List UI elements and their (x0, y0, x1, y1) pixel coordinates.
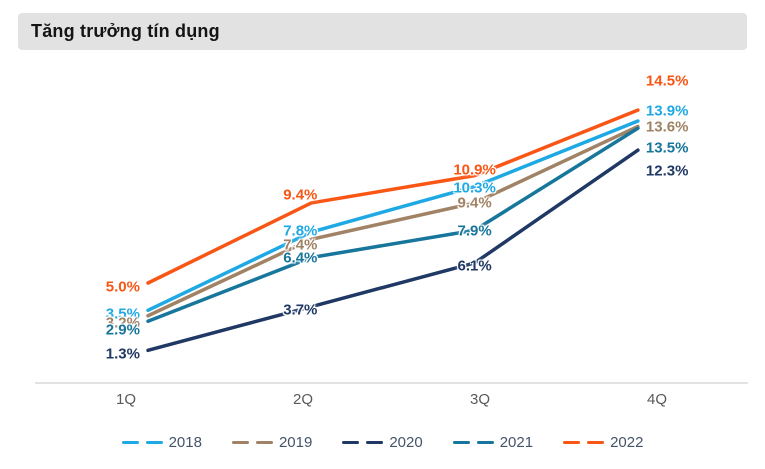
legend-dash-icon (121, 441, 139, 444)
data-label-2018-4Q: 13.9% (645, 102, 689, 120)
data-label-2021-4Q: 13.5% (645, 139, 689, 157)
data-label-2022-3Q: 10.9% (453, 161, 496, 179)
data-label-2020-2Q: 3.7% (283, 301, 318, 319)
legend-label-2020: 2020 (389, 434, 423, 451)
series-line-2018 (146, 119, 640, 313)
legend-item-2022: 2022 (563, 434, 643, 451)
legend-item-2020: 2020 (342, 434, 423, 451)
data-label-2022-1Q: 5.0% (105, 278, 140, 296)
data-label-2021-3Q: 7.9% (457, 222, 492, 240)
legend-dash-icon (366, 441, 384, 444)
chart-title-bar: Tăng trưởng tín dụng (18, 13, 747, 50)
credit-growth-chart: 3.5% 7.8% 10.3% 13.9% 3.2% 7.4% 9.4% 13.6% 1.3% 3… (0, 50, 765, 420)
chart-legend: 2018 2019 2020 2021 2022 (0, 434, 765, 451)
legend-item-2018: 2018 (121, 434, 202, 451)
legend-dash-icon (145, 441, 163, 444)
data-label-2019-4Q: 13.6% (645, 118, 689, 136)
data-label-2020-3Q: 6.1% (457, 257, 492, 275)
legend-dash-icon (452, 441, 470, 444)
data-label-2020-4Q: 12.3% (645, 162, 689, 180)
data-label-2021-1Q: 2.9% (105, 321, 140, 339)
data-label-2020-1Q: 1.3% (105, 345, 140, 363)
x-tick-3Q: 3Q (469, 391, 491, 408)
data-label-2019-2Q: 7.4% (283, 236, 318, 254)
legend-dash-icon (587, 441, 605, 444)
data-label-2021-2Q: 6.4% (283, 249, 318, 267)
legend-label-2019: 2019 (278, 434, 313, 451)
series-line-2019 (146, 124, 640, 318)
page-title: Tăng trưởng tín dụng (31, 21, 220, 41)
legend-dash-icon (231, 441, 249, 444)
legend-label-2018: 2018 (168, 434, 202, 451)
data-label-2018-2Q: 7.8% (283, 222, 318, 240)
data-label-2018-3Q: 10.3% (453, 179, 496, 197)
series-line-2021 (146, 126, 640, 323)
x-tick-4Q: 4Q (646, 391, 668, 408)
legend-label-2021: 2021 (499, 434, 534, 451)
series-line-2022 (146, 108, 640, 285)
legend-dash-icon (255, 441, 273, 444)
series-line-2020 (146, 148, 640, 353)
x-tick-1Q: 1Q (115, 391, 137, 408)
x-tick-2Q: 2Q (292, 391, 314, 408)
legend-label-2022: 2022 (610, 434, 644, 451)
legend-item-2019: 2019 (231, 434, 313, 451)
data-label-2022-2Q: 9.4% (283, 186, 318, 204)
data-label-2022-4Q: 14.5% (645, 72, 689, 90)
data-label-2019-3Q: 9.4% (457, 194, 492, 212)
chart-canvas (35, 108, 748, 384)
legend-dash-icon (563, 441, 581, 444)
data-label-2019-1Q: 3.2% (105, 314, 140, 332)
data-label-2018-1Q: 3.5% (105, 305, 140, 323)
legend-dash-icon (342, 441, 360, 444)
legend-dash-icon (476, 441, 494, 444)
legend-item-2021: 2021 (452, 434, 534, 451)
